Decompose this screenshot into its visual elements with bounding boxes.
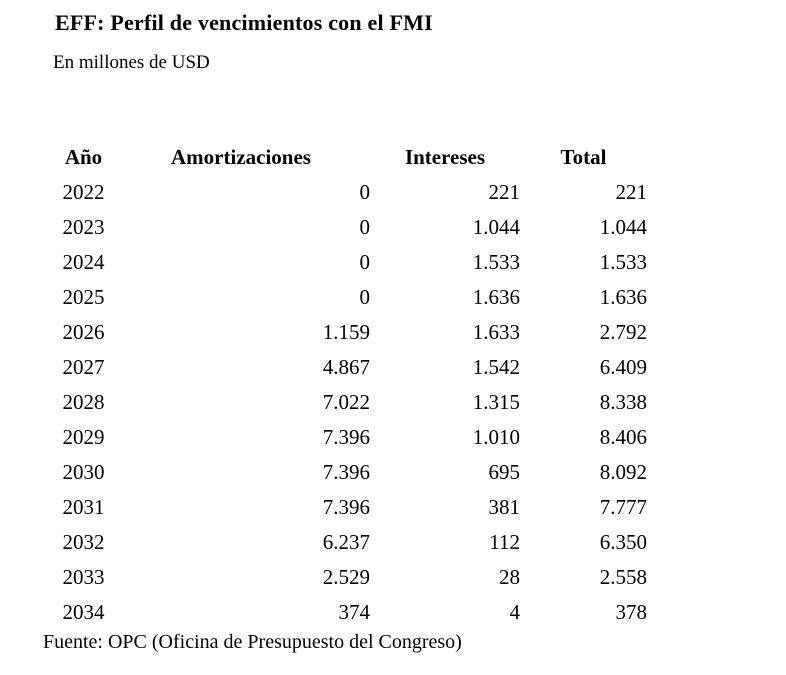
value-cell: 6.409 — [599, 355, 647, 379]
page-title: EFF: Perfil de vencimientos con el FMI — [55, 10, 433, 35]
value-cell: 112 — [489, 530, 520, 554]
page-subtitle: En millones de USD — [53, 52, 210, 73]
maturity-table: Año Amortizaciones Intereses Total 2022 0… — [55, 140, 648, 630]
table-row: 2023 0 1.044 1.044 — [55, 210, 648, 245]
value-cell: 6.350 — [599, 530, 647, 554]
value-cell: 1.633 — [472, 320, 520, 344]
value-cell: 1.044 — [599, 215, 647, 239]
table-row: 2028 7.022 1.315 8.338 — [55, 385, 648, 420]
column-header-total: Total — [560, 145, 607, 169]
value-cell: 0 — [359, 285, 371, 309]
value-cell: 2.558 — [599, 565, 647, 589]
table-row: 2027 4.867 1.542 6.409 — [55, 350, 648, 385]
table-body: 2022 0 221 221 2023 0 1.044 1.044 2024 0 1.533 1.53… — [55, 175, 648, 630]
value-cell: 6.237 — [322, 530, 370, 554]
value-cell: 7.396 — [322, 460, 370, 484]
value-cell: 0 — [359, 250, 371, 274]
value-cell: 2.792 — [599, 320, 647, 344]
value-cell: 0 — [359, 180, 371, 204]
year-cell: 2023 — [62, 215, 105, 239]
value-cell: 1.044 — [472, 215, 520, 239]
year-cell: 2022 — [62, 180, 105, 204]
value-cell: 7.777 — [599, 495, 647, 519]
year-cell: 2028 — [62, 390, 105, 414]
value-cell: 221 — [615, 180, 648, 204]
value-cell: 1.159 — [322, 320, 370, 344]
value-cell: 1.542 — [472, 355, 520, 379]
value-cell: 1.010 — [472, 425, 520, 449]
value-cell: 0 — [359, 215, 371, 239]
value-cell: 8.406 — [599, 425, 647, 449]
table-row: 2032 6.237 112 6.350 — [55, 525, 648, 560]
table-row: 2033 2.529 28 2.558 — [55, 560, 648, 595]
table-row: 2034 374 4 378 — [55, 595, 648, 630]
table-row: 2022 0 221 221 — [55, 175, 648, 210]
value-cell: 7.396 — [322, 495, 370, 519]
column-header-amortizaciones: Amortizaciones — [171, 145, 311, 169]
value-cell: 381 — [488, 495, 521, 519]
value-cell: 7.396 — [322, 425, 370, 449]
table-row: 2025 0 1.636 1.636 — [55, 280, 648, 315]
value-cell: 374 — [338, 600, 371, 624]
year-cell: 2027 — [62, 355, 105, 379]
table-row: 2024 0 1.533 1.533 — [55, 245, 648, 280]
value-cell: 2.529 — [322, 565, 370, 589]
value-cell: 28 — [499, 565, 520, 589]
value-cell: 1.636 — [599, 285, 647, 309]
year-cell: 2024 — [62, 250, 105, 274]
value-cell: 378 — [615, 600, 648, 624]
value-cell: 221 — [488, 180, 521, 204]
value-cell: 695 — [488, 460, 521, 484]
table-row: 2029 7.396 1.010 8.406 — [55, 420, 648, 455]
year-cell: 2025 — [62, 285, 105, 309]
value-cell: 7.022 — [322, 390, 370, 414]
year-cell: 2032 — [62, 530, 105, 554]
year-cell: 2031 — [62, 495, 105, 519]
year-cell: 2033 — [62, 565, 105, 589]
year-cell: 2034 — [62, 600, 105, 624]
value-cell: 8.092 — [599, 460, 647, 484]
table-row: 2031 7.396 381 7.777 — [55, 490, 648, 525]
column-header-intereses: Intereses — [404, 145, 486, 169]
year-cell: 2029 — [62, 425, 105, 449]
table-row: 2030 7.396 695 8.092 — [55, 455, 648, 490]
year-cell: 2030 — [62, 460, 105, 484]
table-header-row: Año Amortizaciones Intereses Total — [55, 140, 647, 175]
value-cell: 1.533 — [472, 250, 520, 274]
value-cell: 4 — [509, 600, 521, 624]
column-header-year: Año — [64, 145, 103, 169]
value-cell: 1.315 — [472, 390, 520, 414]
value-cell: 8.338 — [599, 390, 647, 414]
value-cell: 4.867 — [322, 355, 370, 379]
value-cell: 1.636 — [472, 285, 520, 309]
value-cell: 1.533 — [599, 250, 647, 274]
source-note: Fuente: OPC (Oficina de Presupuesto del … — [43, 631, 462, 653]
table-row: 2026 1.159 1.633 2.792 — [55, 315, 648, 350]
year-cell: 2026 — [62, 320, 105, 344]
